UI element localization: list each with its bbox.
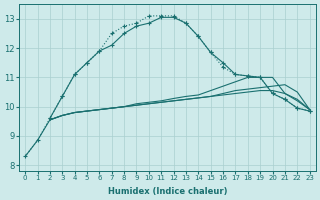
X-axis label: Humidex (Indice chaleur): Humidex (Indice chaleur) (108, 187, 227, 196)
